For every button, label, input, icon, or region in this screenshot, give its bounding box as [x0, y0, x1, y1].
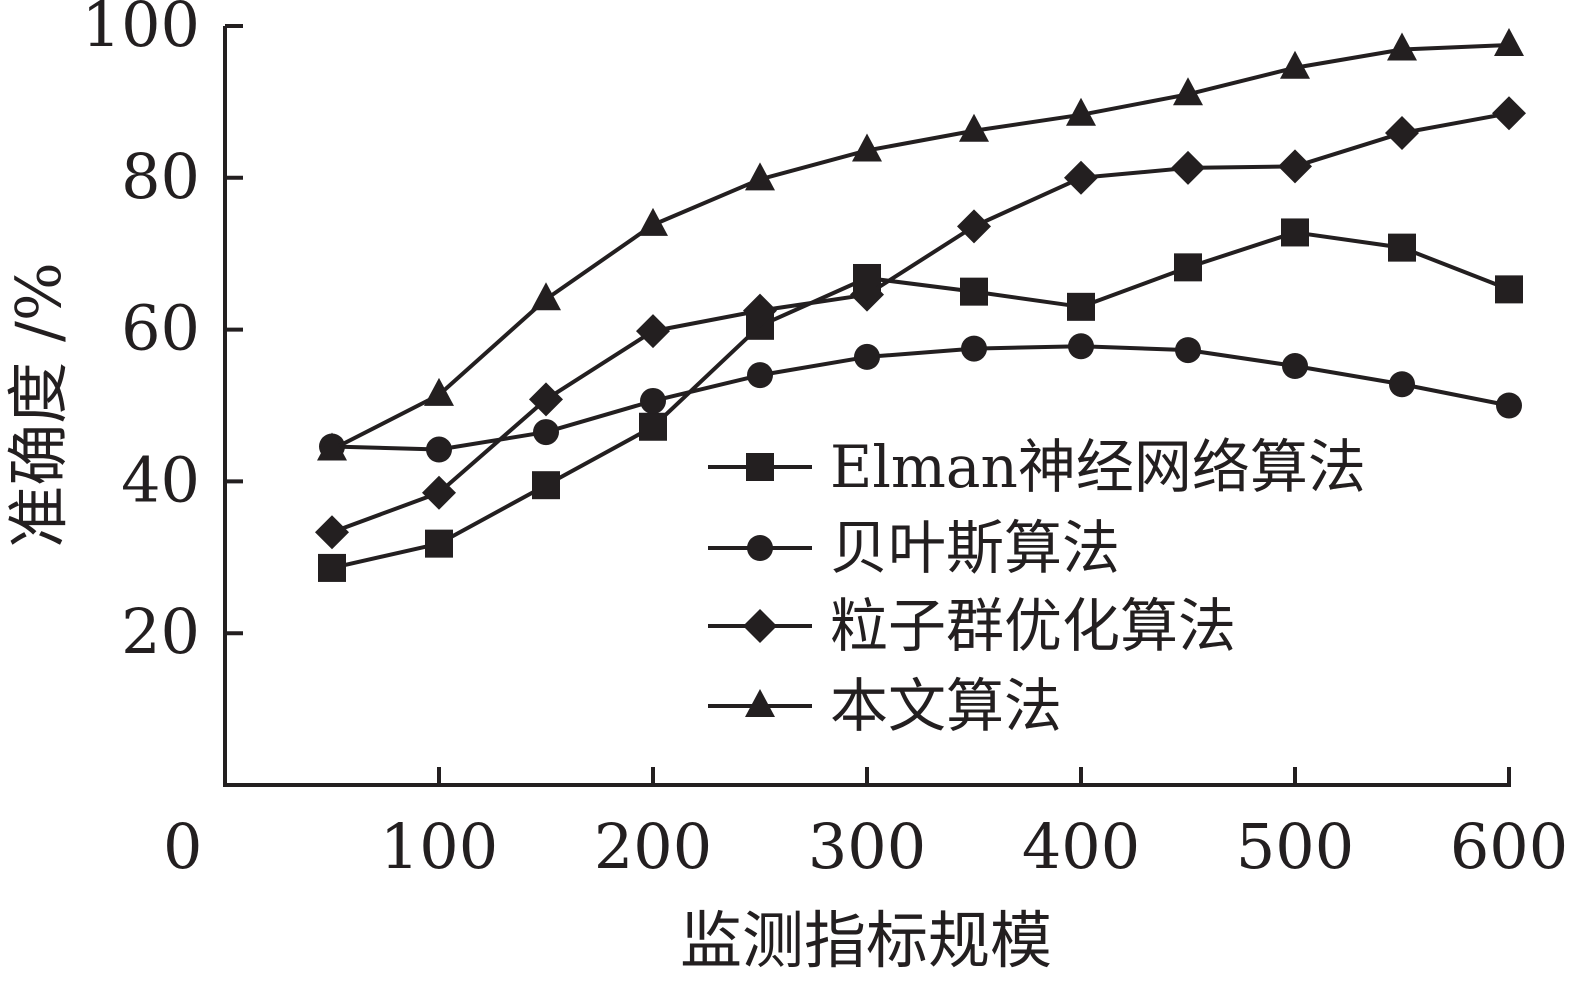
data-point-circle	[533, 419, 559, 446]
data-point-diamond	[1278, 149, 1312, 184]
data-point-diamond	[850, 277, 884, 312]
data-point-diamond	[422, 475, 456, 510]
data-point-diamond	[315, 515, 349, 550]
data-point-square	[318, 553, 346, 582]
legend-item: 贝叶斯算法	[708, 514, 1120, 582]
legend-label: Elman神经网络算法	[830, 433, 1366, 501]
y-axis-label: 准确度 /%	[2, 262, 75, 548]
x-tick-label: 500	[1236, 810, 1354, 883]
data-point-circle	[1175, 337, 1201, 364]
series-group	[315, 27, 1526, 582]
data-point-square	[1174, 253, 1202, 282]
x-tick-label: 0	[163, 810, 202, 883]
data-point-square	[425, 529, 453, 558]
data-point-triangle	[1066, 97, 1096, 126]
y-tick-label: 40	[121, 443, 200, 516]
x-axis-label: 监测指标规模	[680, 904, 1052, 977]
x-tick-label: 400	[1022, 810, 1140, 883]
legend-marker-triangle	[745, 689, 775, 717]
legend-label: 贝叶斯算法	[830, 514, 1120, 582]
x-tick-label: 300	[808, 810, 926, 883]
legend-marker-square	[746, 453, 774, 481]
series-square	[318, 218, 1523, 582]
data-point-triangle	[1280, 50, 1310, 79]
y-tick-label: 100	[82, 0, 200, 61]
x-tick-label: 600	[1450, 810, 1568, 883]
data-point-square	[960, 277, 988, 306]
data-point-triangle	[1173, 77, 1203, 106]
data-point-triangle	[959, 113, 989, 142]
series-line	[331, 344, 1510, 452]
data-point-diamond	[1385, 116, 1419, 151]
data-point-diamond	[743, 293, 777, 328]
y-tick-label: 20	[121, 595, 200, 668]
series-line	[331, 42, 1510, 452]
data-point-circle	[426, 436, 452, 463]
data-point-circle	[747, 362, 773, 389]
data-point-circle	[1496, 392, 1522, 419]
data-point-square	[1067, 292, 1095, 321]
data-point-triangle	[852, 133, 882, 162]
data-point-square	[1495, 275, 1523, 304]
series-circle	[319, 333, 1522, 463]
data-point-triangle	[424, 377, 454, 406]
data-point-circle	[1068, 333, 1094, 360]
data-point-triangle	[317, 432, 347, 461]
data-point-circle	[1282, 353, 1308, 380]
data-point-square	[639, 412, 667, 441]
series-diamond	[315, 96, 1526, 550]
series-line	[331, 111, 1510, 535]
x-tick-label: 200	[594, 810, 712, 883]
legend-marker-diamond	[743, 609, 777, 643]
legend-label: 本文算法	[830, 672, 1062, 740]
data-point-triangle	[1494, 27, 1524, 56]
data-point-triangle	[638, 207, 668, 236]
data-point-triangle	[531, 282, 561, 311]
legend-label: 粒子群优化算法	[830, 592, 1236, 660]
data-point-diamond	[1492, 96, 1526, 131]
y-tick-label: 80	[121, 140, 200, 213]
y-tick-label: 60	[121, 292, 200, 365]
legend-item: 粒子群优化算法	[708, 592, 1236, 660]
data-point-circle	[854, 343, 880, 370]
x-tick-label: 100	[380, 810, 498, 883]
data-point-circle	[1389, 371, 1415, 398]
data-point-triangle	[1387, 32, 1417, 61]
data-point-diamond	[529, 382, 563, 417]
data-point-diamond	[957, 209, 991, 244]
data-point-diamond	[1171, 150, 1205, 185]
series-triangle	[317, 27, 1524, 461]
legend-item: 本文算法	[708, 672, 1062, 740]
data-point-diamond	[1064, 160, 1098, 195]
axis-ticks: 20 40 60 80 100 0 100 200 300 400 500 600	[82, 0, 1569, 883]
data-point-square	[1281, 218, 1309, 247]
legend-item: Elman神经网络算法	[708, 433, 1366, 501]
data-point-triangle	[745, 162, 775, 191]
data-point-square	[1388, 233, 1416, 262]
data-point-diamond	[636, 314, 670, 349]
series-line	[331, 230, 1510, 570]
data-point-circle	[640, 387, 666, 414]
data-point-square	[532, 471, 560, 500]
legend-marker-circle	[747, 535, 773, 561]
data-point-circle	[961, 335, 987, 362]
